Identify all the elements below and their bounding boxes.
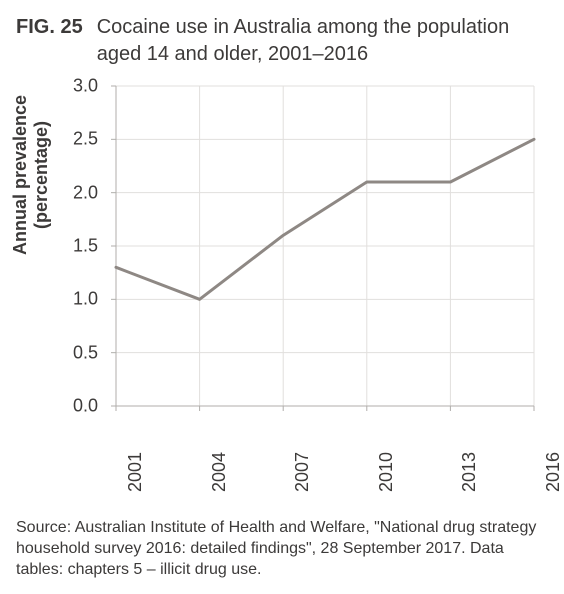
figure-header: FIG. 25 Cocaine use in Australia among t… xyxy=(16,14,548,68)
y-tick-labels: 0.00.51.01.52.02.53.0 xyxy=(58,80,98,440)
x-tick-label: 2007 xyxy=(292,452,313,492)
y-tick-label: 2.5 xyxy=(58,129,98,150)
x-tick-labels: 200120042007201020132016 xyxy=(102,444,542,514)
y-axis-label: Annual prevalence (percentage) xyxy=(10,95,52,255)
y-tick-label: 0.5 xyxy=(58,342,98,363)
y-tick-label: 1.0 xyxy=(58,289,98,310)
y-tick-label: 2.0 xyxy=(58,182,98,203)
figure-container: FIG. 25 Cocaine use in Australia among t… xyxy=(0,0,564,594)
source-note: Source: Australian Institute of Health a… xyxy=(16,517,548,580)
x-tick-label: 2016 xyxy=(543,452,564,492)
line-chart xyxy=(102,80,542,440)
x-tick-label: 2001 xyxy=(125,452,146,492)
figure-number: FIG. 25 xyxy=(16,14,83,41)
figure-title: Cocaine use in Australia among the popul… xyxy=(97,14,548,68)
x-tick-label: 2004 xyxy=(209,452,230,492)
chart-area: Annual prevalence (percentage) 0.00.51.0… xyxy=(16,76,548,476)
x-tick-label: 2010 xyxy=(376,452,397,492)
y-tick-label: 1.5 xyxy=(58,236,98,257)
y-tick-label: 0.0 xyxy=(58,396,98,417)
x-tick-label: 2013 xyxy=(459,452,480,492)
y-tick-label: 3.0 xyxy=(58,76,98,97)
